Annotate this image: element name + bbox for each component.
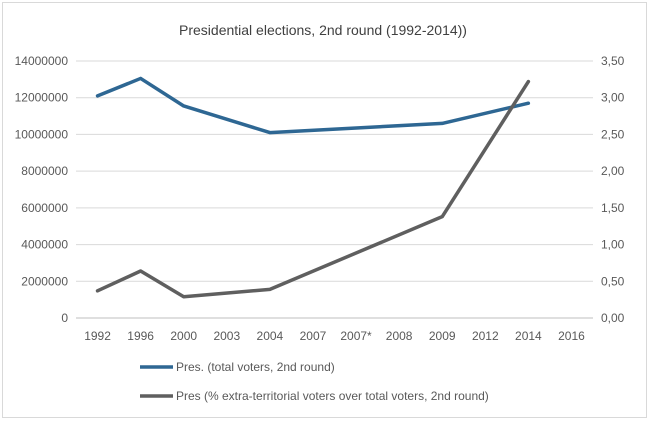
x-tick-label: 2000 bbox=[170, 329, 197, 343]
chart-frame: Presidential elections, 2nd round (1992-… bbox=[2, 2, 647, 418]
left-tick-label: 0 bbox=[61, 311, 68, 325]
right-tick-label: 3,00 bbox=[601, 91, 625, 105]
series-line-2 bbox=[95, 79, 531, 299]
x-tick-label: 2004 bbox=[257, 329, 284, 343]
left-tick-label: 14000000 bbox=[15, 54, 69, 68]
left-tick-label: 8000000 bbox=[21, 164, 68, 178]
data-point bbox=[268, 287, 272, 291]
series-lines bbox=[95, 76, 531, 299]
chart-title: Presidential elections, 2nd round (1992-… bbox=[179, 22, 467, 38]
data-point bbox=[268, 131, 272, 135]
left-tick-label: 2000000 bbox=[21, 274, 68, 288]
right-tick-label: 2,00 bbox=[601, 164, 625, 178]
line-chart: Presidential elections, 2nd round (1992-… bbox=[15, 22, 625, 403]
x-tick-label: 2003 bbox=[213, 329, 240, 343]
right-tick-label: 1,50 bbox=[601, 201, 625, 215]
x-axis-ticks: 1992 1996 2000 2003 2004 2007 2007* 2008 2009 201… bbox=[84, 329, 585, 343]
x-tick-label: 2012 bbox=[472, 329, 499, 343]
x-tick-label: 2007 bbox=[300, 329, 327, 343]
right-tick-label: 0,50 bbox=[601, 274, 625, 288]
right-tick-label: 2,50 bbox=[601, 127, 625, 141]
x-tick-label: 1992 bbox=[84, 329, 111, 343]
right-tick-label: 3,50 bbox=[601, 54, 625, 68]
x-tick-label: 2008 bbox=[386, 329, 413, 343]
right-tick-label: 0,00 bbox=[601, 311, 625, 325]
data-point bbox=[440, 121, 444, 125]
x-tick-label: 2014 bbox=[515, 329, 542, 343]
data-point bbox=[139, 269, 143, 273]
data-point bbox=[139, 76, 143, 80]
x-tick-label: 2016 bbox=[558, 329, 585, 343]
data-point bbox=[526, 80, 530, 84]
data-point bbox=[182, 104, 186, 108]
data-point bbox=[96, 94, 100, 98]
legend-label: Pres (% extra-territorial voters over to… bbox=[176, 389, 489, 403]
left-tick-label: 12000000 bbox=[15, 91, 69, 105]
legend: Pres. (total voters, 2nd round) Pres (% e… bbox=[140, 360, 489, 403]
left-axis-ticks: 0 2000000 4000000 6000000 8000000 10000000 120… bbox=[15, 54, 69, 325]
data-point bbox=[182, 295, 186, 299]
data-point bbox=[96, 289, 100, 293]
gridlines bbox=[76, 60, 593, 319]
right-tick-label: 1,00 bbox=[601, 238, 625, 252]
data-point bbox=[440, 215, 444, 219]
left-tick-label: 4000000 bbox=[21, 238, 68, 252]
legend-label: Pres. (total voters, 2nd round) bbox=[176, 360, 335, 374]
x-tick-label: 2009 bbox=[429, 329, 456, 343]
data-point bbox=[526, 101, 530, 105]
right-axis-ticks: 0,00 0,50 1,00 1,50 2,00 2,50 3,00 3,50 bbox=[601, 54, 625, 325]
series-line-1 bbox=[95, 76, 531, 135]
left-tick-label: 10000000 bbox=[15, 127, 69, 141]
left-tick-label: 6000000 bbox=[21, 201, 68, 215]
x-tick-label: 1996 bbox=[127, 329, 154, 343]
x-tick-label: 2007* bbox=[340, 329, 372, 343]
